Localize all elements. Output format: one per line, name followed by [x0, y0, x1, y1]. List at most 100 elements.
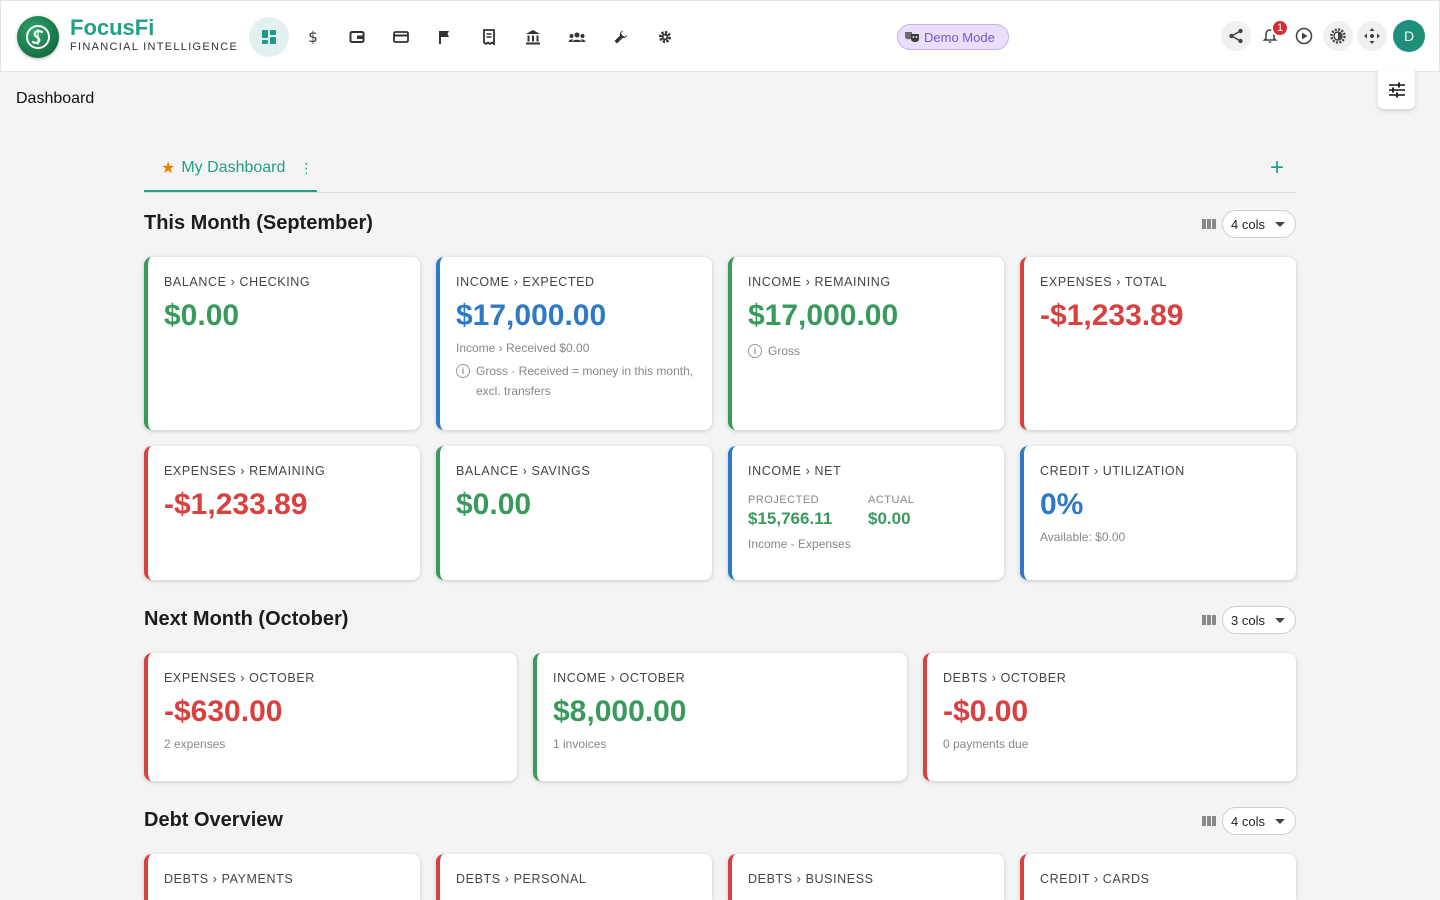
- logo-icon[interactable]: [17, 16, 59, 58]
- card-label: DEBTS › OCTOBER: [943, 671, 1067, 685]
- main-nav: $: [249, 17, 689, 57]
- card-value: -$0.00: [943, 695, 1029, 728]
- star-icon: ★: [161, 160, 176, 177]
- columns-icon: [1202, 615, 1216, 625]
- demo-mode-badge[interactable]: Demo Mode: [897, 24, 1009, 50]
- card-label: INCOME › NET: [748, 464, 842, 478]
- share-icon[interactable]: [1221, 21, 1251, 51]
- card-debts-personal[interactable]: DEBTS › PERSONAL: [436, 854, 712, 900]
- card-value: $0.00: [456, 488, 532, 521]
- projected-label: PROJECTED: [748, 494, 820, 506]
- nav-wallet-icon[interactable]: [337, 17, 377, 57]
- columns-select[interactable]: 4 cols: [1222, 210, 1296, 238]
- tab-my-dashboard[interactable]: ★ My Dashboard ⋮: [144, 146, 317, 192]
- user-avatar[interactable]: D: [1393, 20, 1425, 52]
- card-label: INCOME › REMAINING: [748, 275, 891, 289]
- card-label: DEBTS › PERSONAL: [456, 872, 587, 886]
- info-icon: i: [456, 364, 470, 378]
- section-header-next-month: Next Month (October) 3 cols: [144, 606, 1296, 636]
- card-value: $17,000.00: [748, 299, 899, 332]
- caret-down-icon: [1275, 819, 1285, 824]
- section-header-debt-overview: Debt Overview 4 cols: [144, 807, 1296, 837]
- card-income-october[interactable]: INCOME › OCTOBER $8,000.00 1 invoices: [533, 653, 907, 781]
- theme-toggle-icon[interactable]: [1323, 21, 1353, 51]
- card-subtext: 1 invoices: [553, 737, 607, 751]
- columns-control: 4 cols: [1202, 210, 1296, 238]
- section-title: Debt Overview: [144, 809, 283, 831]
- dashboard-tabs: ★ My Dashboard ⋮ +: [144, 146, 1296, 193]
- card-value: 0%: [1040, 488, 1084, 521]
- nav-flag-icon[interactable]: [425, 17, 465, 57]
- projected-value: $15,766.11: [748, 509, 833, 528]
- brand-name: FocusFi: [70, 15, 155, 40]
- card-subtext: 2 expenses: [164, 737, 226, 751]
- move-icon[interactable]: [1357, 21, 1387, 51]
- svg-text:$: $: [308, 29, 318, 45]
- card-value: -$1,233.89: [1040, 299, 1184, 332]
- card-label: DEBTS › PAYMENTS: [164, 872, 294, 886]
- info-icon: i: [748, 344, 762, 358]
- tab-label: My Dashboard: [181, 159, 286, 176]
- card-debts-payments[interactable]: DEBTS › PAYMENTS: [144, 854, 420, 900]
- card-label: BALANCE › SAVINGS: [456, 464, 591, 478]
- nav-dollar-icon[interactable]: $: [293, 17, 333, 57]
- bell-icon[interactable]: 1: [1255, 19, 1289, 51]
- nav-receipt-icon[interactable]: [469, 17, 509, 57]
- nav-dashboard-icon[interactable]: [249, 17, 289, 57]
- card-label: BALANCE › CHECKING: [164, 275, 311, 289]
- card-note-text: Gross · Received = money in this month, …: [476, 364, 694, 398]
- section-header-this-month: This Month (September) 4 cols: [144, 210, 1296, 240]
- card-label: EXPENSES › REMAINING: [164, 464, 326, 478]
- card-income-net[interactable]: INCOME › NET PROJECTED $15,766.11 ACTUAL…: [728, 446, 1004, 580]
- tune-settings-button[interactable]: [1378, 70, 1415, 109]
- add-tab-icon[interactable]: +: [1269, 154, 1284, 181]
- nav-bank-icon[interactable]: [513, 17, 553, 57]
- card-income-expected[interactable]: INCOME › EXPECTED $17,000.00 Income › Re…: [436, 257, 712, 430]
- card-balance-savings[interactable]: BALANCE › SAVINGS $0.00: [436, 446, 712, 580]
- nav-credit-card-icon[interactable]: [381, 17, 421, 57]
- card-income-remaining[interactable]: INCOME › REMAINING $17,000.00 i Gross: [728, 257, 1004, 430]
- card-label: DEBTS › BUSINESS: [748, 872, 874, 886]
- net-values: PROJECTED $15,766.11 ACTUAL $0.00: [748, 494, 988, 529]
- card-note-text: Gross: [768, 344, 801, 358]
- card-expenses-remaining[interactable]: EXPENSES › REMAINING -$1,233.89: [144, 446, 420, 580]
- card-value: -$1,233.89: [164, 488, 308, 521]
- nav-wrench-icon[interactable]: [601, 17, 641, 57]
- columns-select[interactable]: 4 cols: [1222, 807, 1296, 835]
- play-circle-icon[interactable]: [1289, 21, 1319, 51]
- card-value: $17,000.00: [456, 299, 607, 332]
- actual-value: $0.00: [868, 509, 911, 528]
- columns-icon: [1202, 816, 1216, 826]
- card-subtext: Income › Received $0.00: [456, 341, 590, 355]
- masks-icon: [905, 32, 919, 42]
- card-credit-cards[interactable]: CREDIT › CARDS: [1020, 854, 1296, 900]
- card-expenses-october[interactable]: EXPENSES › OCTOBER -$630.00 2 expenses: [144, 653, 517, 781]
- nav-gear-icon[interactable]: [645, 17, 685, 57]
- card-expenses-total[interactable]: EXPENSES › TOTAL -$1,233.89: [1020, 257, 1296, 430]
- card-balance-checking[interactable]: BALANCE › CHECKING $0.00: [144, 257, 420, 430]
- card-label: EXPENSES › OCTOBER: [164, 671, 315, 685]
- sliders-icon: [1388, 82, 1405, 97]
- columns-select-value: 4 cols: [1231, 813, 1265, 829]
- card-credit-utilization[interactable]: CREDIT › UTILIZATION 0% Available: $0.00: [1020, 446, 1296, 580]
- card-debts-business[interactable]: DEBTS › BUSINESS: [728, 854, 1004, 900]
- card-label: CREDIT › UTILIZATION: [1040, 464, 1185, 478]
- card-subtext: 0 payments due: [943, 737, 1029, 751]
- card-value: -$630.00: [164, 695, 283, 728]
- card-label: INCOME › OCTOBER: [553, 671, 686, 685]
- caret-down-icon: [1275, 222, 1285, 227]
- tab-menu-icon[interactable]: ⋮: [299, 159, 314, 176]
- card-subtext: Income - Expenses: [748, 537, 851, 551]
- columns-select[interactable]: 3 cols: [1222, 606, 1296, 634]
- columns-control: 3 cols: [1202, 606, 1296, 634]
- demo-mode-label: Demo Mode: [924, 29, 995, 45]
- columns-select-value: 4 cols: [1231, 216, 1265, 232]
- notification-count-badge: 1: [1271, 19, 1289, 37]
- columns-icon: [1202, 219, 1216, 229]
- card-debts-october[interactable]: DEBTS › OCTOBER -$0.00 0 payments due: [923, 653, 1296, 781]
- page-title: Dashboard: [16, 90, 95, 107]
- nav-people-icon[interactable]: [557, 17, 597, 57]
- card-note: i Gross: [748, 341, 988, 361]
- card-label: CREDIT › CARDS: [1040, 872, 1150, 886]
- section-title: Next Month (October): [144, 608, 349, 630]
